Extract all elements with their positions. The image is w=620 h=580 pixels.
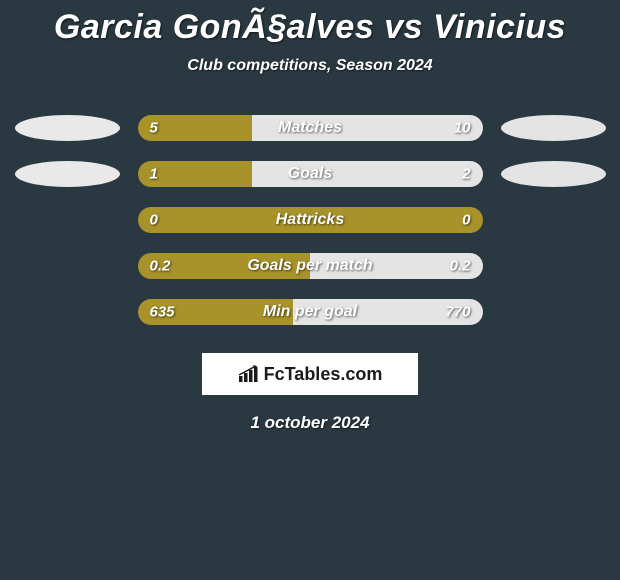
brand-text: FcTables.com bbox=[264, 364, 383, 385]
bar-segment-right bbox=[293, 299, 482, 325]
player-left-marker bbox=[15, 161, 120, 187]
bar-segment-left bbox=[138, 115, 253, 141]
comparison-infographic: Garcia GonÃ§alves vs Vinicius Club compe… bbox=[0, 0, 620, 433]
bar-segment-left bbox=[138, 253, 311, 279]
stat-rows-container: 510Matches 12Goals 00Hattricks 0.20.2Goals … bbox=[0, 115, 620, 325]
stat-bar: 510Matches bbox=[138, 115, 483, 141]
brand-logo: FcTables.com bbox=[202, 353, 418, 395]
subtitle: Club competitions, Season 2024 bbox=[0, 57, 620, 75]
bar-chart-icon bbox=[238, 365, 260, 383]
player-right-marker bbox=[501, 161, 606, 187]
stat-row: 00Hattricks bbox=[0, 207, 620, 233]
page-title: Garcia GonÃ§alves vs Vinicius bbox=[0, 8, 620, 47]
bar-segment-left bbox=[138, 299, 294, 325]
stat-row: 0.20.2Goals per match bbox=[0, 253, 620, 279]
stat-row: 635770Min per goal bbox=[0, 299, 620, 325]
stat-bar: 00Hattricks bbox=[138, 207, 483, 233]
stat-row: 12Goals bbox=[0, 161, 620, 187]
player-left-marker bbox=[15, 115, 120, 141]
date-label: 1 october 2024 bbox=[0, 413, 620, 433]
stat-bar: 0.20.2Goals per match bbox=[138, 253, 483, 279]
bar-segment-right bbox=[252, 115, 482, 141]
stat-bar: 12Goals bbox=[138, 161, 483, 187]
stat-row: 510Matches bbox=[0, 115, 620, 141]
bar-segment-right bbox=[310, 253, 483, 279]
stat-bar: 635770Min per goal bbox=[138, 299, 483, 325]
bar-segment-left bbox=[138, 207, 483, 233]
bar-segment-right bbox=[252, 161, 482, 187]
bar-segment-left bbox=[138, 161, 253, 187]
player-right-marker bbox=[501, 115, 606, 141]
